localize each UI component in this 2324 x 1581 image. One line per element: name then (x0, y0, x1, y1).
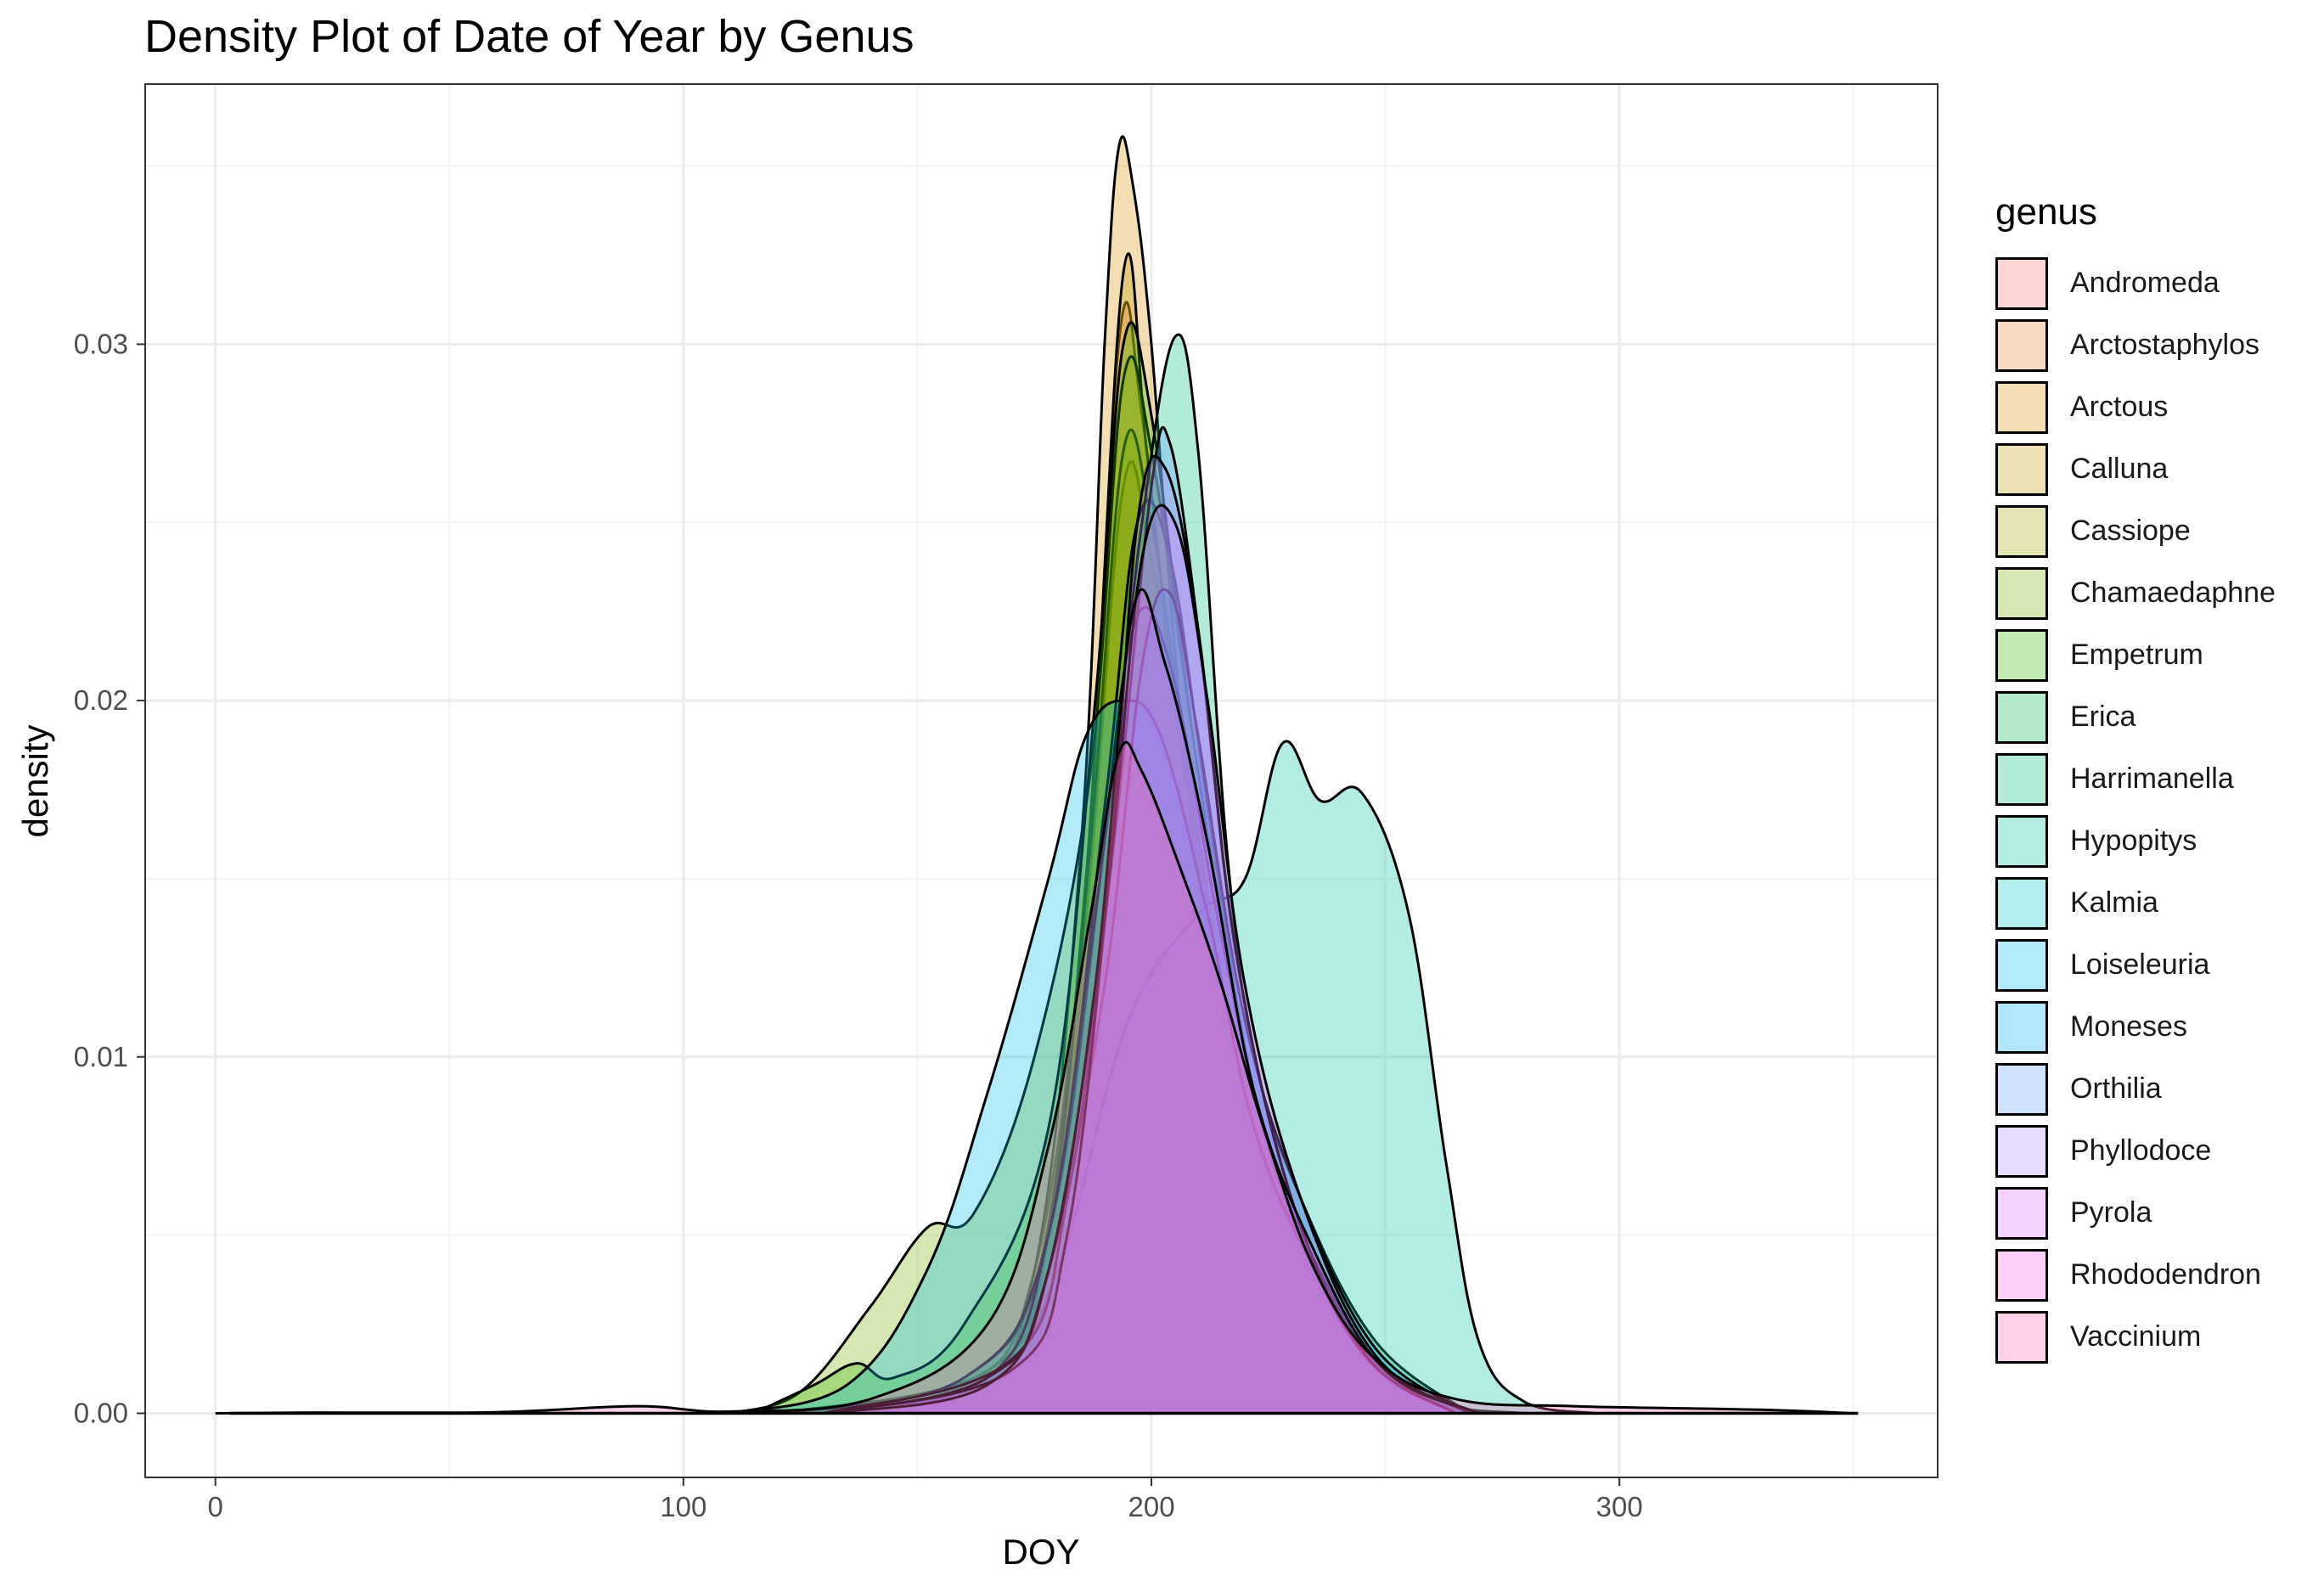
legend-swatch (1995, 1124, 2048, 1178)
y-axis: 0.00 0.01 0.02 0.03 (74, 328, 145, 1428)
legend-label: Hypopitys (2070, 824, 2197, 857)
density-area-arctostaphylos (777, 461, 1479, 1414)
legend-label: Pyrola (2070, 1196, 2152, 1229)
x-tick-label: 200 (1128, 1491, 1174, 1522)
legend-item-empetrum: Empetrum (1995, 624, 2276, 686)
legend-label: Arctous (2070, 391, 2169, 423)
legend-label: Moneses (2070, 1010, 2187, 1043)
x-tick-label: 0 (207, 1491, 222, 1522)
legend-item-loiseleuria: Loiseleuria (1995, 934, 2276, 996)
legend-item-andromeda: Andromeda (1995, 252, 2276, 314)
legend-item-vaccinium: Vaccinium (1995, 1306, 2276, 1368)
legend-label: Phyllodoce (2070, 1134, 2212, 1167)
y-tick-label: 0.02 (74, 684, 128, 716)
legend-item-phyllodoce: Phyllodoce (1995, 1120, 2276, 1182)
legend-item-orthilia: Orthilia (1995, 1058, 2276, 1120)
density-curve-vaccinium (215, 740, 1854, 1415)
legend-label: Erica (2070, 700, 2136, 733)
density-area-arctous (777, 136, 1432, 1414)
legend-swatch (1995, 1000, 2048, 1054)
density-curve-pyrola (823, 504, 1471, 1415)
legend-swatch (1995, 318, 2048, 372)
legend-title: genus (1995, 191, 2097, 233)
density-area-kalmia (824, 607, 1479, 1414)
legend: genus Andromeda Arctostaphylos Arctous Call… (1995, 191, 2276, 1368)
x-axis-title: DOY (1002, 1532, 1079, 1572)
legend-swatch (1995, 1248, 2048, 1302)
legend-swatch (1995, 256, 2048, 310)
legend-item-cassiope: Cassiope (1995, 500, 2276, 562)
density-curve-rhododendron (823, 588, 1480, 1415)
legend-label: Andromeda (2070, 267, 2220, 299)
legend-swatch (1995, 1186, 2048, 1240)
legend-item-hypopitys: Hypopitys (1995, 810, 2276, 872)
legend-label: Orthilia (2070, 1072, 2162, 1105)
legend-swatch (1995, 566, 2048, 620)
legend-label: Loiseleuria (2070, 948, 2210, 981)
legend-swatch (1995, 442, 2048, 496)
x-tick-label: 300 (1596, 1491, 1643, 1522)
legend-label: Rhododendron (2070, 1258, 2261, 1291)
density-area-loiseleuria (730, 700, 1479, 1414)
density-curves (215, 135, 1859, 1415)
legend-item-erica: Erica (1995, 686, 2276, 748)
legend-label: Harrimanella (2070, 762, 2234, 795)
density-curve-hypopitys (823, 740, 1596, 1415)
legend-swatch (1995, 814, 2048, 868)
legend-item-calluna: Calluna (1995, 438, 2276, 500)
density-area-hypopitys (824, 740, 1596, 1414)
density-area-orthilia (824, 427, 1456, 1414)
legend-swatch (1995, 752, 2048, 806)
legend-swatch (1995, 504, 2048, 558)
legend-items: Andromeda Arctostaphylos Arctous Calluna Cas… (1995, 252, 2276, 1368)
density-curve-empetrum (752, 321, 1503, 1415)
legend-swatch (1995, 380, 2048, 434)
y-axis-title: density (15, 724, 55, 837)
legend-item-harrimanella: Harrimanella (1995, 748, 2276, 810)
legend-label: Calluna (2070, 453, 2169, 485)
legend-item-rhododendron: Rhododendron (1995, 1244, 2276, 1306)
legend-swatch (1995, 876, 2048, 930)
legend-item-moneses: Moneses (1995, 996, 2276, 1058)
density-area-pyrola (824, 505, 1470, 1414)
density-area-vaccinium (215, 742, 1854, 1414)
legend-swatch (1995, 938, 2048, 992)
x-axis: 0 100 200 300 (207, 1477, 1643, 1522)
legend-label: Empetrum (2070, 639, 2203, 671)
density-area-rhododendron (824, 589, 1479, 1414)
density-area-cassiope (777, 430, 1479, 1414)
legend-label: Chamaedaphne (2070, 577, 2276, 609)
density-area-moneses (824, 589, 1470, 1414)
density-curve-cassiope (776, 428, 1480, 1415)
legend-label: Kalmia (2070, 886, 2158, 919)
density-area-phyllodoce (824, 456, 1456, 1414)
y-tick-label: 0.03 (74, 328, 128, 359)
legend-item-kalmia: Kalmia (1995, 872, 2276, 934)
legend-item-arctous: Arctous (1995, 376, 2276, 438)
legend-item-arctostaphylos: Arctostaphylos (1995, 314, 2276, 376)
y-tick-label: 0.01 (74, 1041, 128, 1072)
legend-swatch (1995, 690, 2048, 744)
chart-title: Density Plot of Date of Year by Genus (144, 11, 914, 62)
density-area-harrimanella (777, 335, 1470, 1414)
y-tick-label: 0.00 (74, 1397, 128, 1428)
legend-swatch (1995, 1310, 2048, 1364)
legend-swatch (1995, 628, 2048, 682)
legend-swatch (1995, 1062, 2048, 1116)
legend-label: Arctostaphylos (2070, 329, 2259, 361)
legend-label: Vaccinium (2070, 1320, 2202, 1353)
plot-border (144, 83, 1939, 1478)
legend-item-pyrola: Pyrola (1995, 1182, 2276, 1244)
legend-item-chamaedaphne: Chamaedaphne (1995, 562, 2276, 624)
density-curve-kalmia (823, 605, 1480, 1415)
x-tick-label: 100 (660, 1491, 706, 1522)
legend-label: Cassiope (2070, 515, 2191, 547)
density-area-empetrum (753, 322, 1503, 1414)
density-area-erica (777, 500, 1470, 1414)
density-area-andromeda (777, 301, 1526, 1414)
